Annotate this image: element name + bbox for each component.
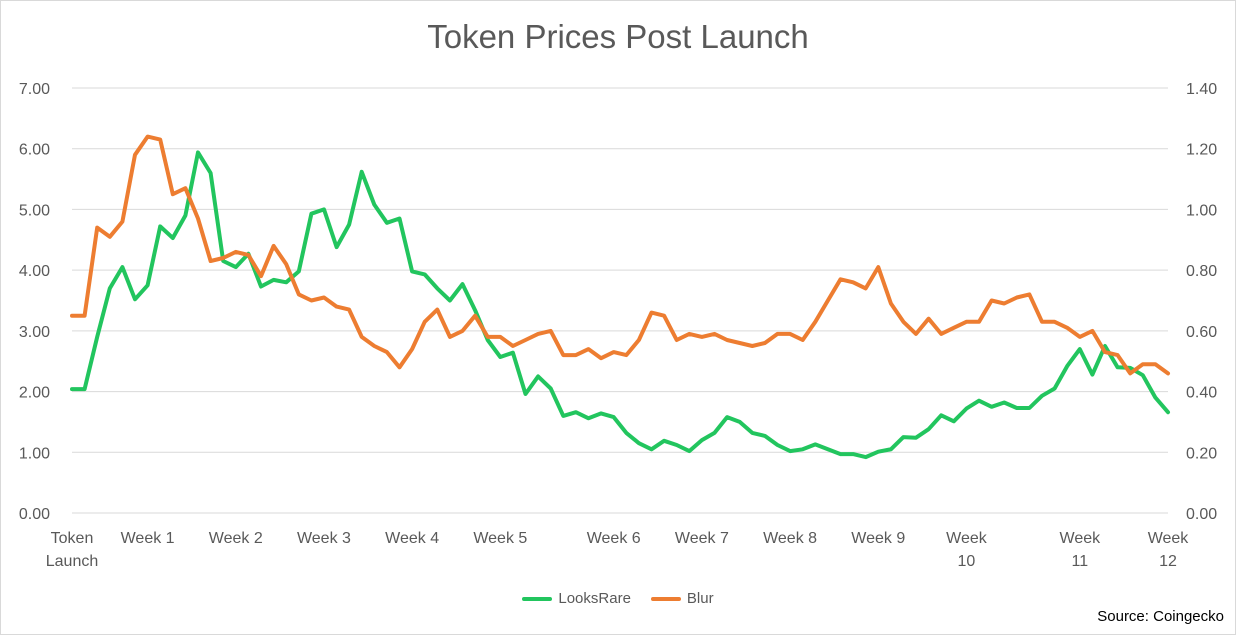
y-left-tick-label: 2.00 xyxy=(19,385,50,402)
y-left-tick-label: 5.00 xyxy=(19,202,50,219)
y-right-tick-label: 0.80 xyxy=(1186,263,1217,280)
x-tick-label: Week xyxy=(1148,530,1190,547)
x-tick-label: Week xyxy=(1060,530,1102,547)
legend-item-blur: Blur xyxy=(650,590,714,607)
x-tick-label: 10 xyxy=(958,553,976,570)
chart-title: Token Prices Post Launch xyxy=(427,18,809,55)
y-right-tick-label: 0.20 xyxy=(1186,445,1217,462)
chart-legend: LooksRare Blur xyxy=(0,590,1236,607)
x-tick-label: Week 3 xyxy=(297,530,351,547)
y-right-tick-label: 0.00 xyxy=(1186,506,1217,523)
y-left-tick-label: 7.00 xyxy=(19,81,50,98)
series-line-blur xyxy=(70,134,1170,376)
y-left-tick-label: 3.00 xyxy=(19,324,50,341)
x-tick-label: Token xyxy=(51,530,94,547)
x-tick-label: Week 6 xyxy=(587,530,641,547)
legend-label-blur: Blur xyxy=(686,590,714,607)
y-left-tick-label: 4.00 xyxy=(19,263,50,280)
legend-label-looksrare: LooksRare xyxy=(558,590,631,607)
y-right-tick-label: 0.40 xyxy=(1186,385,1217,402)
x-tick-label: Launch xyxy=(46,553,99,570)
x-tick-label: Week 4 xyxy=(385,530,439,547)
y-left-tick-label: 0.00 xyxy=(19,506,50,523)
x-tick-label: Week 2 xyxy=(209,530,263,547)
x-tick-label: Week 7 xyxy=(675,530,729,547)
legend-item-looksrare: LooksRare xyxy=(522,590,631,607)
legend-swatch-blur xyxy=(650,596,681,601)
y-left-tick-label: 6.00 xyxy=(19,142,50,159)
x-tick-label: Week 9 xyxy=(851,530,905,547)
y-left-tick-label: 1.00 xyxy=(19,445,50,462)
legend-swatch-looksrare xyxy=(522,596,553,601)
y-right-tick-label: 0.60 xyxy=(1186,324,1217,341)
y-right-tick-label: 1.00 xyxy=(1186,202,1217,219)
x-tick-label: Week 5 xyxy=(473,530,527,547)
x-tick-label: Week 8 xyxy=(763,530,817,547)
x-tick-label: Week xyxy=(946,530,988,547)
y-right-tick-label: 1.40 xyxy=(1186,81,1217,98)
x-tick-label: 11 xyxy=(1072,553,1089,570)
source-note: Source: Coingecko xyxy=(1097,608,1224,625)
x-tick-label: Week 1 xyxy=(121,530,175,547)
x-tick-label: 12 xyxy=(1159,553,1177,570)
series-line-looksrare xyxy=(70,150,1170,460)
y-right-tick-label: 1.20 xyxy=(1186,142,1217,159)
